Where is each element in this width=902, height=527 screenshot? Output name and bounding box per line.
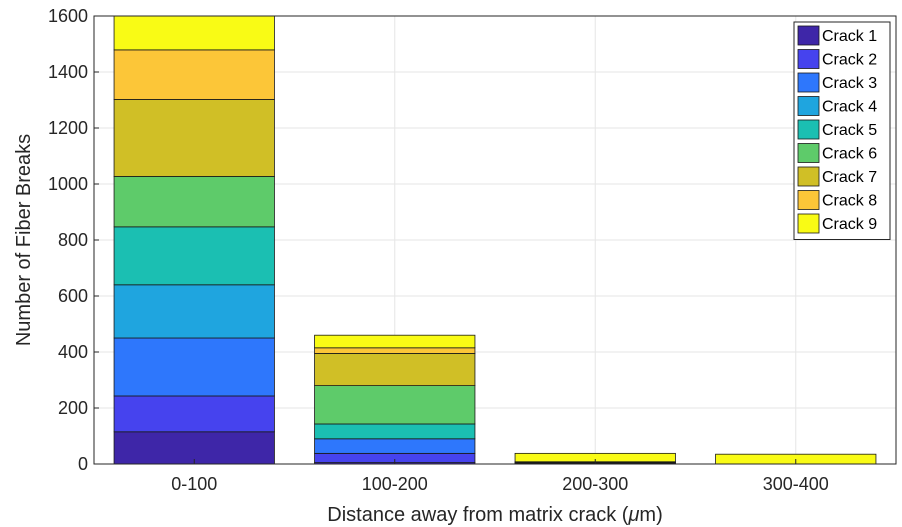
bar-segment (113, 431, 275, 465)
y-tick-label: 1400 (48, 62, 88, 82)
bar-segment (113, 226, 275, 286)
legend-item: Crack 7 (797, 166, 877, 187)
y-tick-label: 1200 (48, 118, 88, 138)
legend-label: Crack 2 (822, 52, 877, 69)
legend-item: Crack 4 (797, 96, 877, 116)
legend: Crack 1 Crack 2 Crack 3 Crack 4 Crack 5 Crack… (793, 21, 891, 240)
x-axis-label-mu: μ (627, 504, 639, 526)
legend-label: Crack 4 (822, 99, 877, 116)
bar-stacks (113, 15, 877, 465)
bar-stack (113, 15, 275, 465)
legend-item: Crack 9 (797, 213, 877, 234)
y-tick-label: 0 (78, 454, 88, 474)
legend-label: Crack 5 (822, 122, 877, 139)
x-axis-label-prefix: Distance away from matrix crack ( (327, 504, 629, 526)
x-axis-label: Distance away from matrix crack (μm) (327, 504, 662, 526)
bar-segment (113, 395, 275, 433)
y-tick-label: 800 (58, 230, 88, 250)
bar-segment (314, 352, 476, 386)
legend-label: Crack 9 (822, 216, 877, 233)
legend-label: Crack 1 (822, 28, 877, 45)
x-tick-label: 0-100 (171, 474, 217, 494)
y-tick-label: 400 (58, 342, 88, 362)
bar-segment (314, 385, 476, 425)
legend-label: Crack 6 (822, 146, 877, 163)
legend-item: Crack 3 (797, 72, 877, 93)
bar-segment (113, 99, 275, 177)
bar-segment (314, 334, 476, 349)
legend-swatch (797, 72, 820, 93)
bar-segment (113, 49, 275, 100)
legend-label: Crack 8 (822, 193, 877, 210)
bar-segment (113, 284, 275, 339)
bar-stack (314, 334, 476, 465)
y-axis-label: Number of Fiber Breaks (13, 134, 35, 346)
legend-item: Crack 1 (797, 25, 877, 46)
legend-label: Crack 3 (822, 75, 877, 92)
legend-item: Crack 8 (797, 190, 877, 210)
legend-swatch (797, 49, 820, 69)
y-tick-labels: 0 200 400 600 800 1000 1200 1400 1600 (48, 6, 88, 474)
bar-segment (113, 337, 275, 397)
x-tick-label: 100-200 (362, 474, 428, 494)
y-tick-label: 600 (58, 286, 88, 306)
plot-frame (93, 15, 897, 465)
x-tick-label: 300-400 (763, 474, 829, 494)
legend-item: Crack 6 (797, 143, 877, 163)
legend-swatch (797, 190, 820, 210)
legend-label: Crack 7 (822, 169, 877, 186)
legend-item: Crack 5 (797, 119, 877, 140)
legend-swatch (797, 166, 820, 187)
bar-segment (314, 438, 476, 454)
x-axis-label-suffix: m) (639, 504, 662, 526)
bar-segment (113, 15, 275, 51)
y-tick-label: 1600 (48, 6, 88, 26)
y-tick-label: 1000 (48, 174, 88, 194)
legend-item: Crack 2 (797, 49, 877, 69)
x-tick-labels: 0-100 100-200 200-300 300-400 (171, 474, 829, 494)
x-tick-label: 200-300 (562, 474, 628, 494)
legend-swatch (797, 119, 820, 140)
legend-swatch (797, 213, 820, 234)
axes (93, 15, 897, 465)
legend-swatch (797, 143, 820, 163)
bar-segment (113, 176, 275, 228)
y-tick-label: 200 (58, 398, 88, 418)
bar-segment (314, 423, 476, 440)
bar-segment (314, 347, 476, 354)
legend-swatch (797, 25, 820, 46)
legend-swatch (797, 96, 820, 116)
